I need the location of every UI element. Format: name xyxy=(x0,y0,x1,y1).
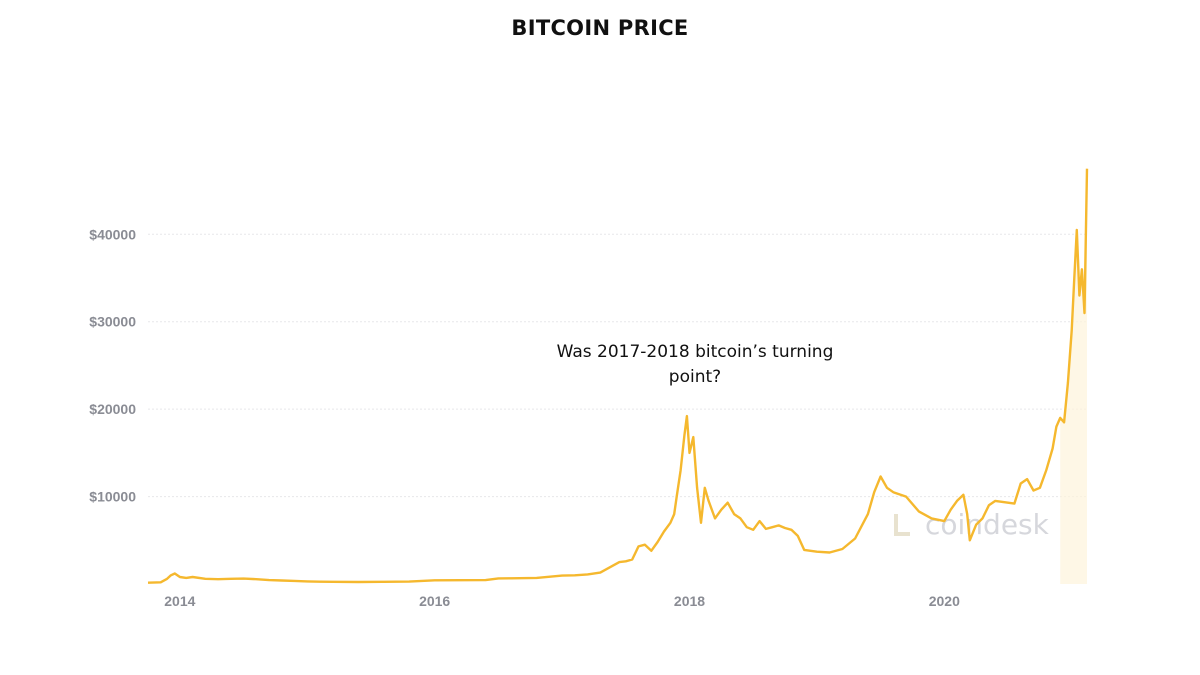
grid-lines xyxy=(148,233,1087,498)
y-tick-label: $10000 xyxy=(89,489,136,505)
price-line xyxy=(147,168,1089,584)
x-tick-label: 2020 xyxy=(929,593,960,609)
chart-annotation: Was 2017-2018 bitcoin’s turning point? xyxy=(556,342,834,387)
coindesk-logo-icon xyxy=(893,511,913,537)
price-series xyxy=(147,168,1089,584)
x-axis: 2014 2016 2018 2020 xyxy=(164,593,960,609)
y-axis: $10000 $20000 $30000 $40000 xyxy=(89,226,136,504)
price-area-fill xyxy=(1060,168,1087,584)
coindesk-watermark: coindesk xyxy=(925,508,1050,541)
y-tick-label: $30000 xyxy=(89,314,136,330)
price-area xyxy=(1060,168,1087,584)
x-tick-label: 2014 xyxy=(164,593,195,609)
x-tick-label: 2016 xyxy=(419,593,450,609)
chart-title: BITCOIN PRICE xyxy=(511,16,689,40)
x-tick-label: 2018 xyxy=(674,593,705,609)
y-tick-label: $20000 xyxy=(89,401,136,417)
y-tick-label: $40000 xyxy=(89,226,136,242)
